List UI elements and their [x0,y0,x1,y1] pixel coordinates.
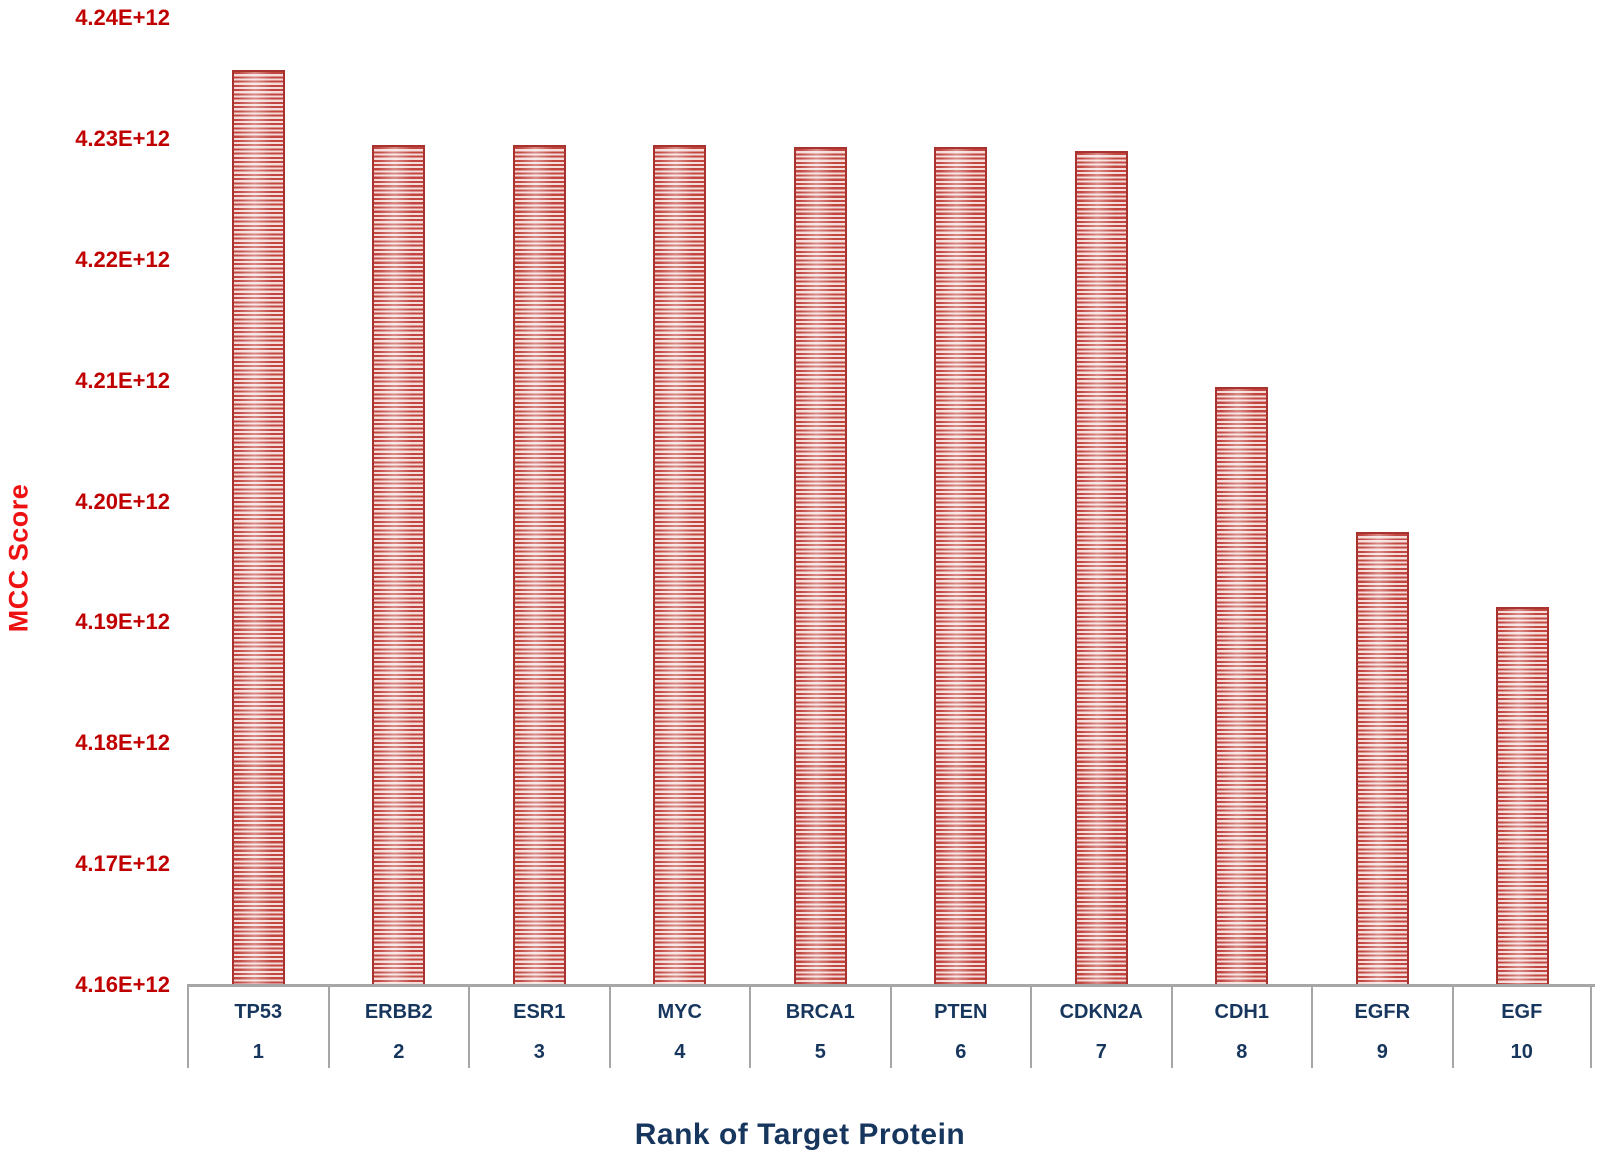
bar-myc [653,145,706,985]
bar-brca1 [794,147,847,985]
bar-cdh1 [1215,387,1268,985]
category-cell-cdkn2a: CDKN2A 7 [1030,986,1171,1068]
category-rank: 7 [1095,1041,1107,1063]
category-cell-pten: PTEN 6 [889,986,1031,1068]
y-tick-label: 4.24E+12 [75,5,170,30]
category-name: CDH1 [1214,1001,1269,1023]
y-tick-label: 4.23E+12 [75,125,170,151]
bar-pten [934,147,987,985]
category-cell-tp53: TP53 1 [187,986,328,1068]
x-axis-line [187,984,1595,987]
category-cell-cdh1: CDH1 8 [1170,986,1312,1068]
category-rank: 8 [1236,1041,1248,1063]
y-tick-label: 4.20E+12 [75,488,170,514]
category-cell-erbb2: ERBB2 2 [327,986,469,1068]
category-name: ERBB2 [364,1001,433,1023]
category-cell-egfr: EGFR 9 [1311,986,1452,1068]
bar-esr1 [513,145,566,985]
category-rank: 5 [814,1041,826,1063]
bar-tp53 [232,70,285,985]
bar-egfr [1356,532,1409,985]
category-name: BRCA1 [785,1001,855,1023]
category-rank: 4 [674,1041,686,1063]
category-rank: 2 [393,1041,405,1063]
y-tick-label: 4.22E+12 [75,246,170,272]
x-axis-title: Rank of Target Protein [634,1118,966,1151]
bar-cdkn2a [1075,151,1128,985]
y-tick-label: 4.18E+12 [75,730,170,756]
category-name: TP53 [234,1001,283,1023]
y-tick-label: 4.21E+12 [75,367,170,393]
y-tick-label: 4.19E+12 [75,609,170,635]
category-cell-esr1: ESR1 3 [468,986,609,1068]
bar-erbb2 [372,145,425,985]
category-name: EGFR [1354,1001,1411,1023]
category-cell-myc: MYC 4 [608,986,750,1068]
y-tick-label: 4.17E+12 [75,851,170,877]
category-rank: 6 [955,1041,967,1063]
bar-egf [1496,607,1549,985]
category-name: MYC [657,1001,702,1023]
category-rank: 3 [533,1041,545,1063]
category-name: CDKN2A [1059,1001,1143,1023]
category-rank: 10 [1510,1041,1533,1063]
category-name: EGF [1501,1001,1543,1023]
category-cell-egf: EGF 10 [1451,986,1592,1068]
category-rank: 9 [1376,1041,1388,1063]
category-cell-brca1: BRCA1 5 [749,986,890,1068]
category-name: ESR1 [513,1001,566,1023]
category-rank: 1 [252,1041,264,1063]
y-tick-label: 4.16E+12 [75,972,170,997]
category-name: PTEN [934,1001,988,1023]
